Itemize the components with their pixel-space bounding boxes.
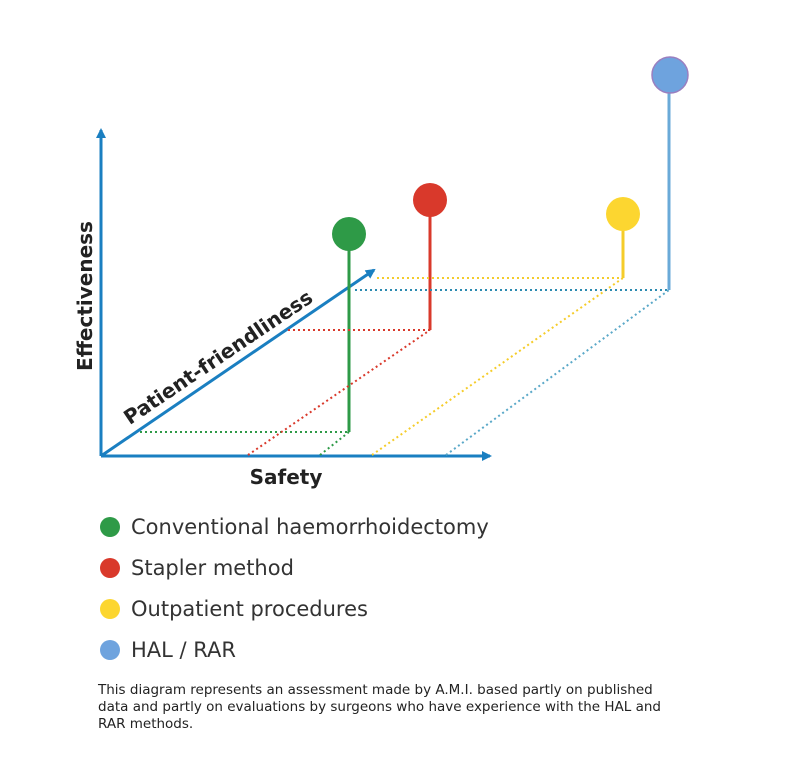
marker — [413, 183, 447, 217]
yellow-item — [371, 197, 640, 456]
x-axis-label: Safety — [250, 465, 323, 489]
z-axis-label: Patient-friendliness — [119, 285, 317, 429]
legend-swatch — [100, 640, 120, 660]
y-axis-label: Effectiveness — [73, 221, 97, 371]
marker — [606, 197, 640, 231]
legend-swatch — [100, 599, 120, 619]
legend-label: Conventional haemorrhoidectomy — [131, 515, 489, 539]
guide-line — [319, 431, 350, 456]
legend-swatch — [100, 558, 120, 578]
blue-item — [355, 56, 689, 456]
green-item — [140, 217, 366, 456]
guide-line — [371, 277, 624, 456]
marker — [332, 217, 366, 251]
guide-line — [247, 329, 431, 456]
legend-label: Stapler method — [131, 556, 294, 580]
legend-label: Outpatient procedures — [131, 597, 368, 621]
red-item — [247, 183, 447, 456]
legend-swatch — [100, 517, 120, 537]
guide-line — [445, 289, 670, 456]
z-axis — [100, 268, 376, 458]
caption: This diagram represents an assessment ma… — [98, 682, 661, 732]
marker — [651, 56, 689, 94]
legend-label: HAL / RAR — [131, 638, 236, 662]
